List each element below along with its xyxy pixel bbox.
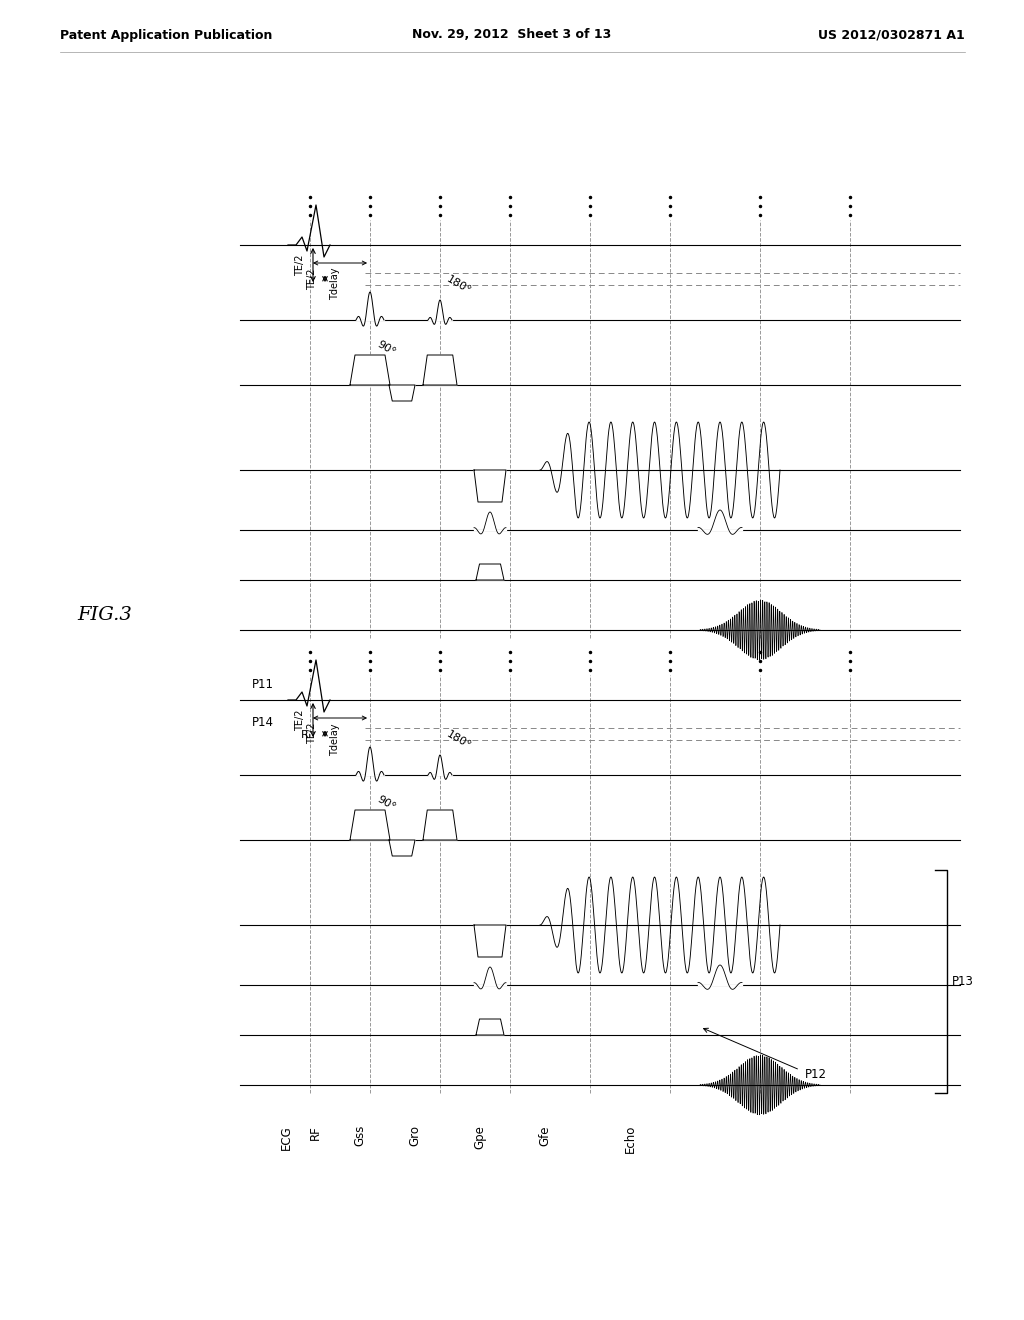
Text: 90°: 90° [375,339,397,358]
Text: 180°: 180° [445,729,473,751]
Text: Echo: Echo [624,1125,637,1154]
Text: TE/2: TE/2 [307,723,317,744]
Polygon shape [474,470,506,502]
Text: Nov. 29, 2012  Sheet 3 of 13: Nov. 29, 2012 Sheet 3 of 13 [413,29,611,41]
Text: R: R [301,730,309,741]
Polygon shape [350,810,390,840]
Text: Gro: Gro [409,1125,422,1146]
Text: P12: P12 [805,1068,827,1081]
Text: Gfe: Gfe [539,1125,552,1146]
Polygon shape [350,355,390,385]
Text: Tdelay: Tdelay [330,268,340,301]
Polygon shape [389,385,415,401]
Polygon shape [476,1019,504,1035]
Text: 90°: 90° [375,793,397,812]
Text: FIG.3: FIG.3 [78,606,132,624]
Polygon shape [474,925,506,957]
Text: Gss: Gss [353,1125,367,1146]
Polygon shape [423,810,457,840]
Text: US 2012/0302871 A1: US 2012/0302871 A1 [818,29,965,41]
Text: Gpe: Gpe [473,1125,486,1148]
Text: TE/2: TE/2 [295,255,305,276]
Text: 180°: 180° [445,275,473,296]
Text: P13: P13 [952,975,974,987]
Text: RF: RF [308,1125,322,1139]
Polygon shape [423,355,457,385]
Text: TE/2: TE/2 [307,268,317,289]
Text: ECG: ECG [280,1125,293,1150]
Text: TE/2: TE/2 [295,709,305,731]
Text: Patent Application Publication: Patent Application Publication [60,29,272,41]
Text: P14: P14 [252,715,274,729]
Text: Tdelay: Tdelay [330,723,340,755]
Polygon shape [476,564,504,579]
Text: P11: P11 [252,678,274,692]
Polygon shape [389,840,415,855]
